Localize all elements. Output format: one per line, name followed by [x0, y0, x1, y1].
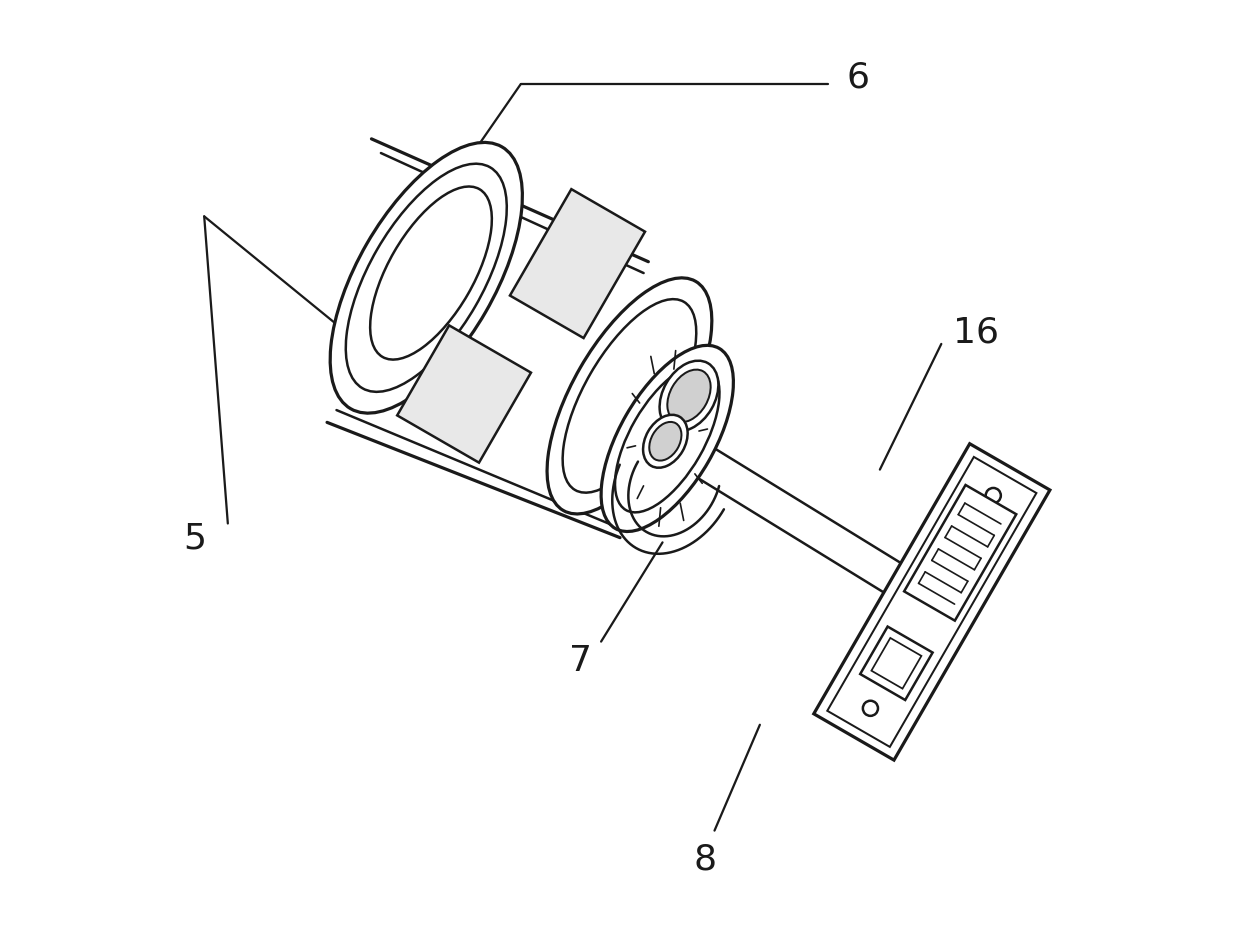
- Ellipse shape: [601, 346, 733, 531]
- Ellipse shape: [644, 415, 688, 468]
- Text: 5: 5: [184, 521, 206, 555]
- Ellipse shape: [650, 423, 682, 461]
- Text: 6: 6: [847, 60, 869, 94]
- Text: 8: 8: [693, 842, 717, 876]
- Ellipse shape: [330, 143, 522, 413]
- Ellipse shape: [346, 164, 507, 393]
- Text: 7: 7: [569, 644, 591, 678]
- Polygon shape: [861, 627, 932, 700]
- Ellipse shape: [563, 300, 697, 493]
- Ellipse shape: [615, 365, 719, 513]
- Ellipse shape: [371, 187, 492, 361]
- Polygon shape: [397, 326, 531, 464]
- Ellipse shape: [667, 370, 711, 423]
- Polygon shape: [813, 445, 1050, 760]
- Text: 16: 16: [952, 315, 998, 349]
- Ellipse shape: [660, 362, 718, 431]
- Polygon shape: [904, 485, 1017, 621]
- Polygon shape: [510, 190, 645, 339]
- Ellipse shape: [547, 278, 712, 514]
